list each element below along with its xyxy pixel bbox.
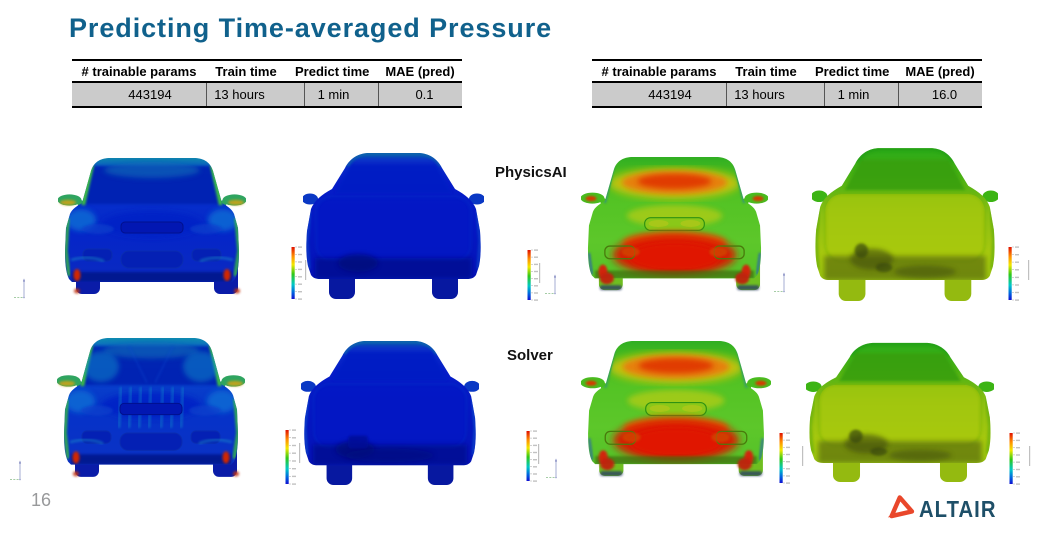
svg-text:ALTAIR: ALTAIR	[919, 496, 997, 522]
